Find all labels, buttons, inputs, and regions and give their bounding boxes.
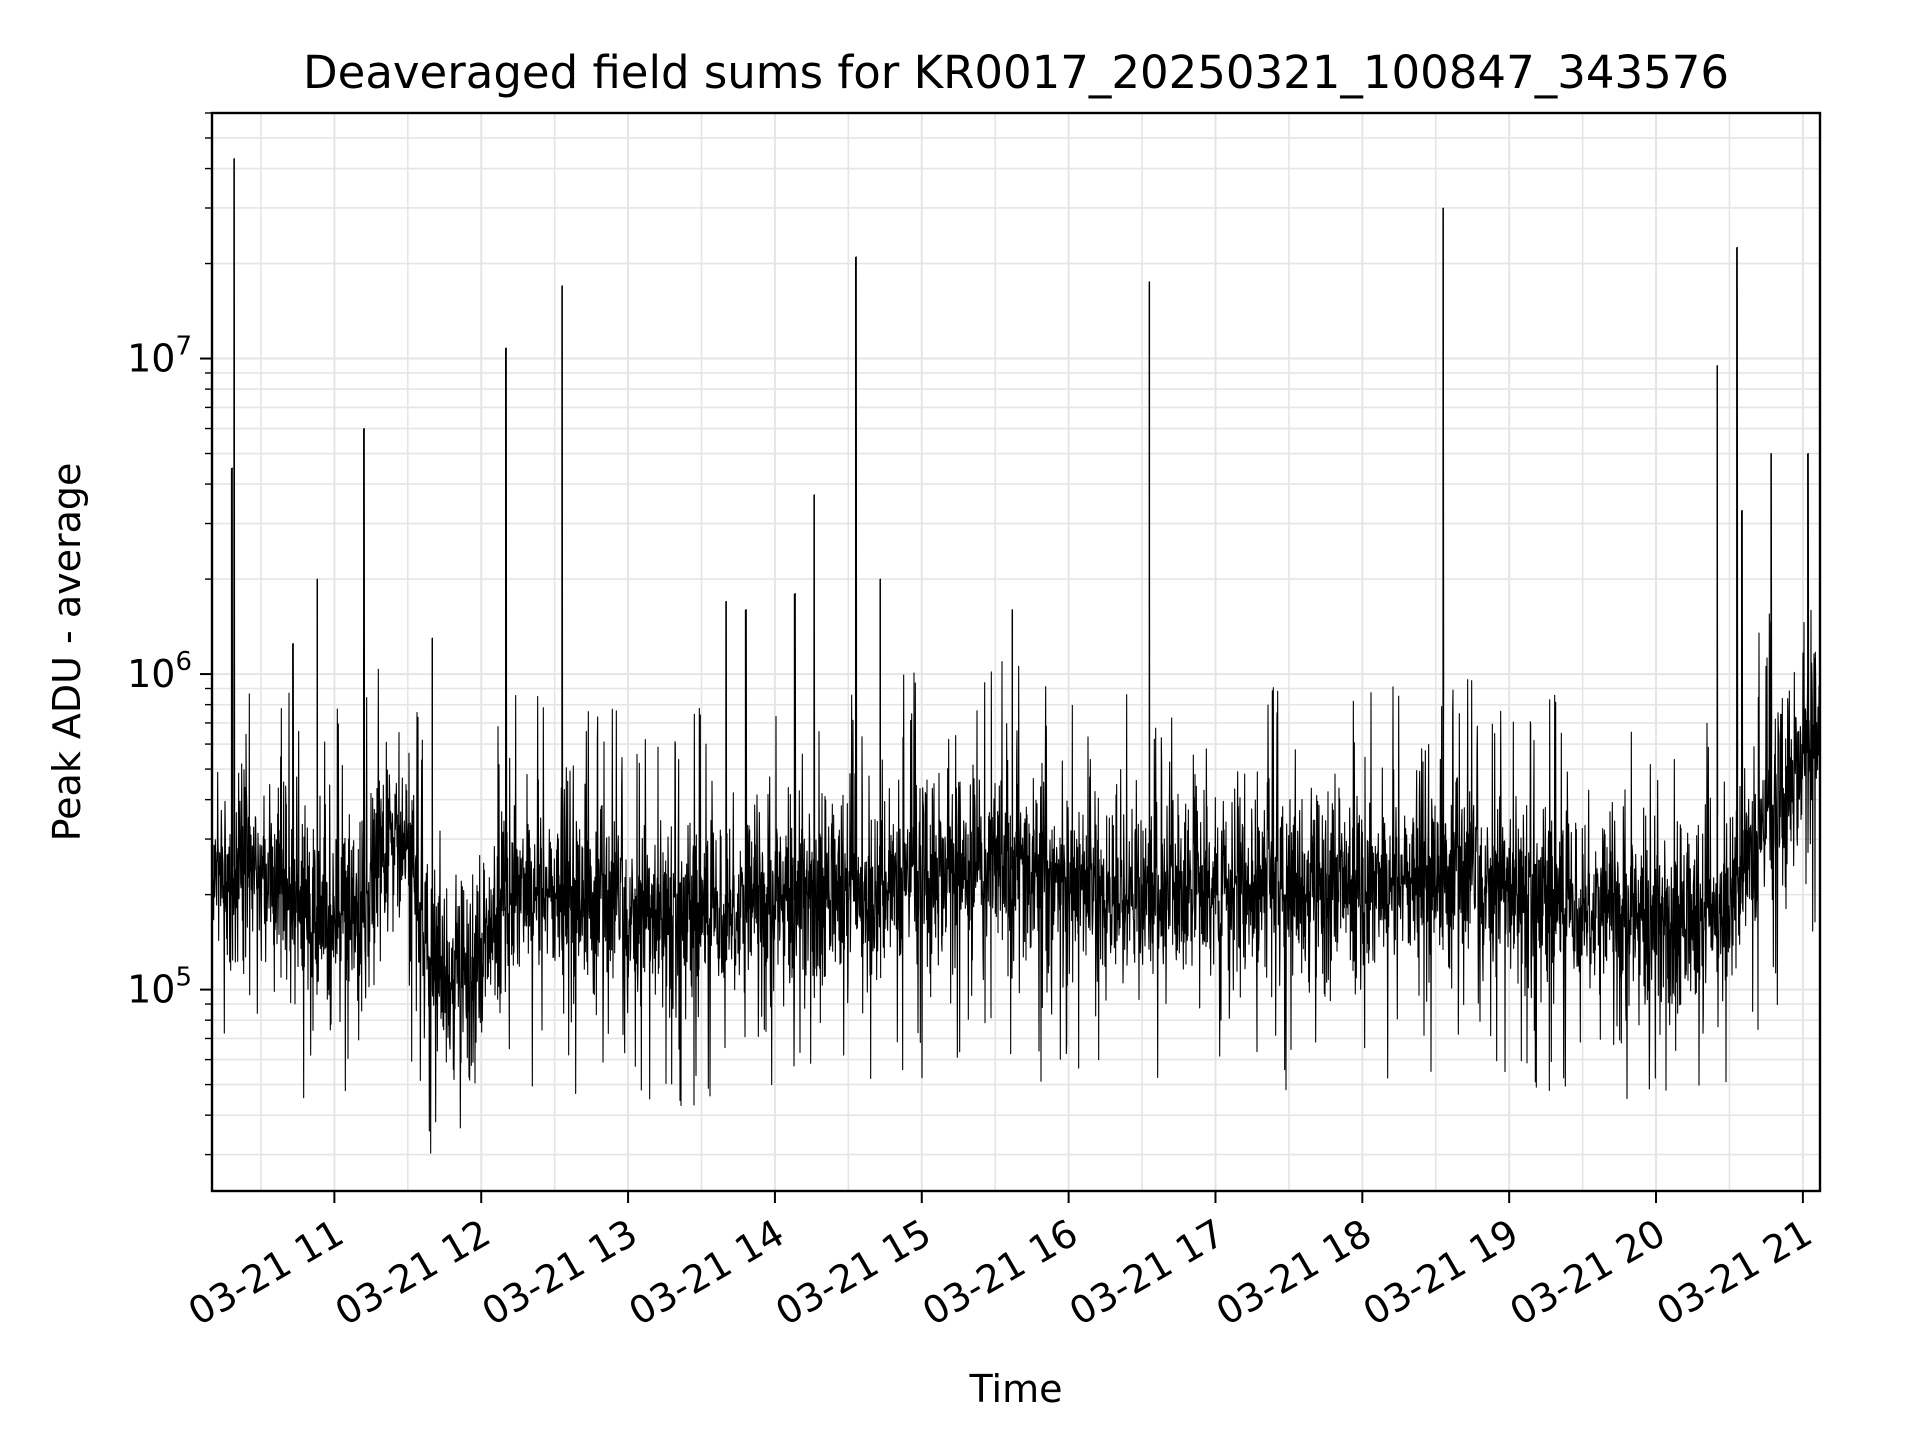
y-axis-label: Peak ADU - average <box>45 463 89 842</box>
data-line <box>212 158 1821 1154</box>
x-axis-label: Time <box>969 1367 1063 1411</box>
y-tick-label: 107 <box>127 332 192 381</box>
data-series <box>212 158 1821 1154</box>
chart-title: Deaveraged field sums for KR0017_2025032… <box>303 46 1729 99</box>
plot-frame <box>210 111 1822 1193</box>
y-tick-label: 106 <box>127 647 192 696</box>
y-tick-label: 105 <box>127 963 192 1012</box>
